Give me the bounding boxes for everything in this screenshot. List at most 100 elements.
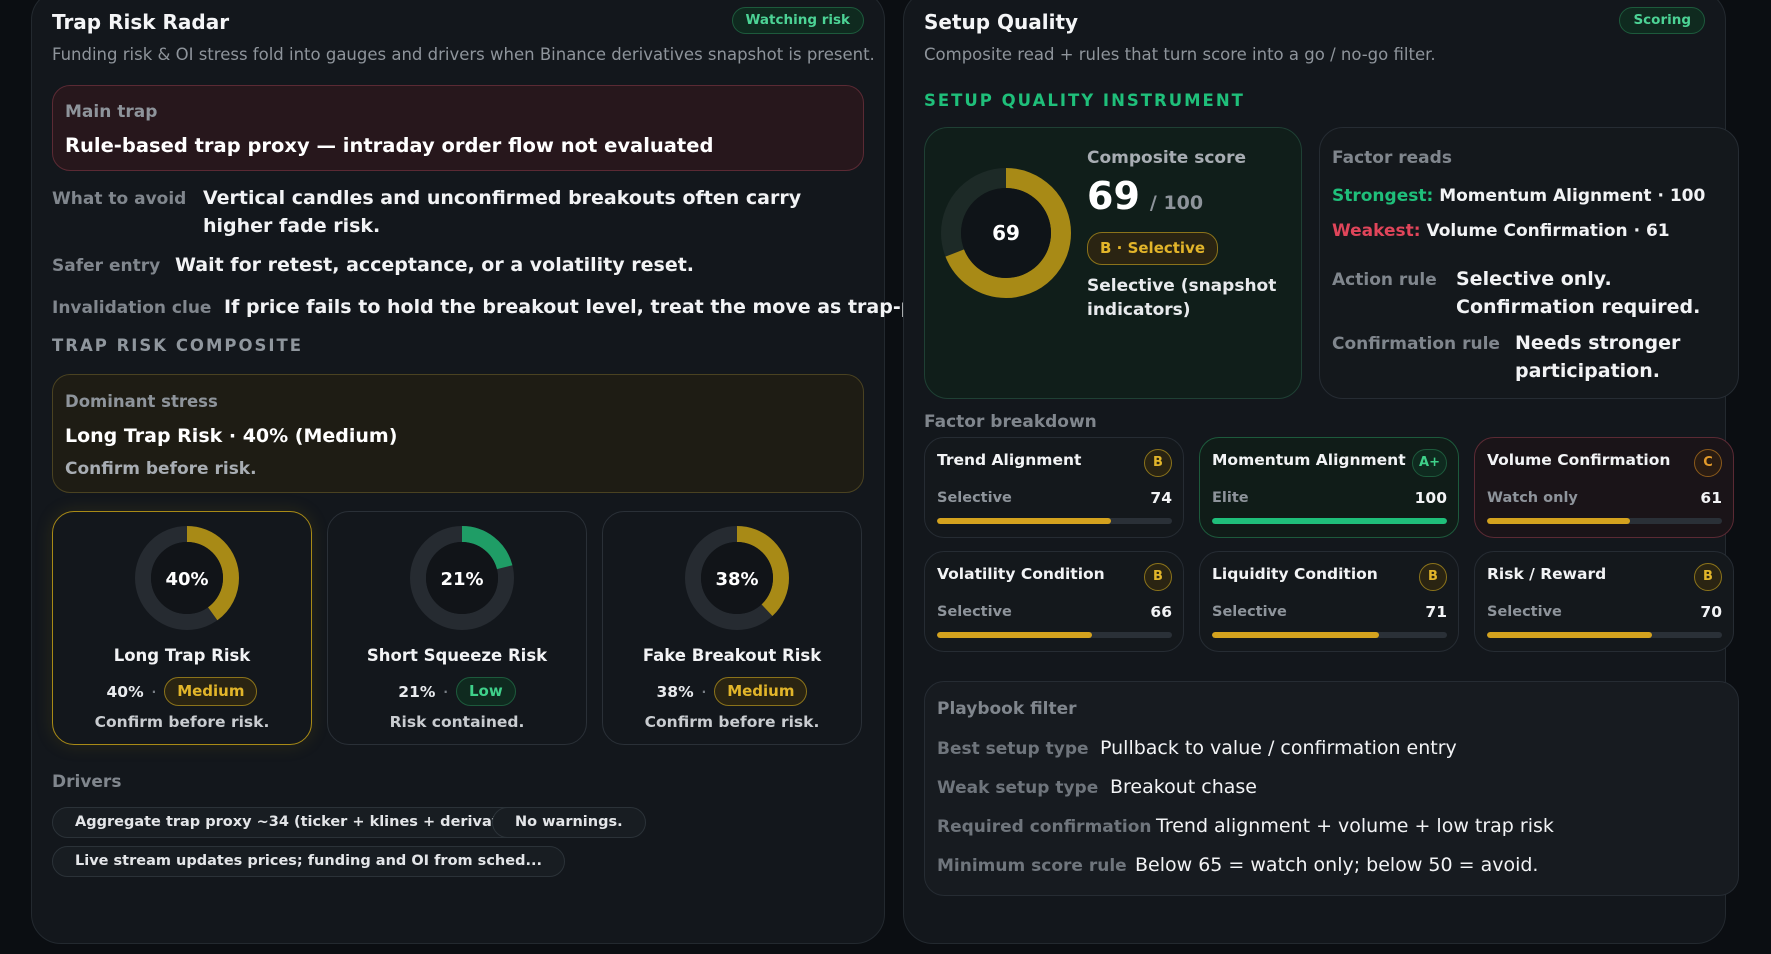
driver-chip: Live stream updates prices; funding and … <box>52 846 565 877</box>
separator-dot: · <box>701 684 707 699</box>
factor-grade-badge: A+ <box>1412 449 1447 477</box>
risk-gauge: 40% <box>135 526 239 630</box>
confirmation-rule-value: Needs stronger participation. <box>1515 332 1681 382</box>
invalidation-value: If price fails to hold the breakout leve… <box>224 296 971 318</box>
factor-card: Volume Confirmation C Watch only 61 <box>1474 437 1734 538</box>
factor-grade-badge: B <box>1144 563 1172 591</box>
level-badge: Medium <box>164 677 258 706</box>
factor-grade-badge: B <box>1144 449 1172 477</box>
trap-composite-heading: TRAP RISK COMPOSITE <box>52 336 304 355</box>
factor-bar-fill <box>1212 632 1379 638</box>
dominant-stress-note: Confirm before risk. <box>65 459 257 479</box>
main-trap-value: Rule-based trap proxy — intraday order f… <box>65 134 714 157</box>
status-badge: Watching risk <box>731 7 864 34</box>
factor-card: Trend Alignment B Selective 74 <box>924 437 1184 538</box>
what-to-avoid-value: Vertical candles and unconfirmed breakou… <box>203 187 802 237</box>
factor-card: Liquidity Condition B Selective 71 <box>1199 551 1459 652</box>
factor-reads-label: Factor reads <box>1332 148 1452 168</box>
drivers-label: Drivers <box>52 772 122 792</box>
weakest-label: Weakest: <box>1332 221 1421 241</box>
gauge-name: Fake Breakout Risk <box>642 646 822 665</box>
best-setup-label: Best setup type <box>937 739 1089 759</box>
separator-dot: · <box>151 684 157 699</box>
best-setup-value: Pullback to value / confirmation entry <box>1100 737 1457 759</box>
composite-score-card: 69 Composite score 69 / 100 B · Selectiv… <box>924 127 1302 399</box>
confirmation-rule-label: Confirmation rule <box>1332 334 1500 354</box>
factor-score: 74 <box>1150 489 1172 507</box>
status-badge: Scoring <box>1619 7 1705 34</box>
factor-name: Volume Confirmation <box>1487 451 1671 469</box>
panel-subtitle: Composite read + rules that turn score i… <box>924 45 1436 64</box>
factor-name: Trend Alignment <box>937 451 1082 469</box>
safer-entry-value: Wait for retest, acceptance, or a volati… <box>175 254 695 276</box>
composite-note: Selective (snapshot indicators) <box>1087 276 1277 320</box>
gauge-name: Short Squeeze Risk <box>366 646 548 665</box>
gauge-level-row: 40% · Medium <box>53 677 311 706</box>
composite-score-center: 69 <box>992 221 1020 245</box>
composite-score-ring: 69 <box>941 168 1071 298</box>
playbook-filter-card: Playbook filter Best setup type Pullback… <box>924 681 1739 896</box>
factor-name: Liquidity Condition <box>1212 565 1378 583</box>
gauge-level-row: 38% · Medium <box>603 677 861 706</box>
trap-gauge-card: 38% Fake Breakout Risk 38% · Medium Confirm b… <box>602 511 862 745</box>
factor-card: Risk / Reward B Selective 70 <box>1474 551 1734 652</box>
action-rule-value: Selective only. Confirmation required. <box>1456 268 1701 318</box>
factor-reads-card: Factor reads Strongest: Momentum Alignme… <box>1319 127 1739 399</box>
strongest-value: Momentum Alignment · 100 <box>1439 186 1706 206</box>
risk-gauge: 38% <box>685 526 789 630</box>
factor-status: Elite <box>1212 490 1249 506</box>
factor-status: Selective <box>1212 604 1287 620</box>
driver-chip: Aggregate trap proxy ~34 (ticker + kline… <box>52 807 552 838</box>
factor-bar <box>1212 518 1447 524</box>
risk-gauge: 21% <box>410 526 514 630</box>
driver-chip: No warnings. <box>492 807 646 838</box>
safer-entry-label: Safer entry <box>52 256 161 276</box>
factor-grade-badge: B <box>1419 563 1447 591</box>
level-badge: Medium <box>714 677 808 706</box>
minimum-score-value: Below 65 = watch only; below 50 = avoid. <box>1135 854 1539 876</box>
gauge-level-row: 21% · Low <box>328 677 586 706</box>
factor-bar-fill <box>1487 518 1631 524</box>
factor-score: 70 <box>1700 603 1722 621</box>
risk-gauge-arc <box>410 526 514 630</box>
composite-grade-badge: B · Selective <box>1087 232 1219 265</box>
factor-name: Momentum Alignment <box>1212 451 1406 469</box>
factor-status: Selective <box>1487 604 1562 620</box>
factor-bar <box>1212 632 1447 638</box>
factor-score: 71 <box>1425 603 1447 621</box>
factor-card: Momentum Alignment A+ Elite 100 <box>1199 437 1459 538</box>
factor-bar-fill <box>1212 518 1447 524</box>
factor-score: 100 <box>1414 489 1447 507</box>
required-confirmation-label: Required confirmation <box>937 817 1152 837</box>
main-trap-label: Main trap <box>65 102 158 122</box>
composite-label: Composite score <box>1087 148 1247 168</box>
weakest-value: Volume Confirmation · 61 <box>1426 221 1670 241</box>
strongest-row: Strongest: Momentum Alignment · 100 <box>1332 186 1705 206</box>
factor-bar <box>937 518 1172 524</box>
trap-gauge-card: 21% Short Squeeze Risk 21% · Low Risk contain… <box>327 511 587 745</box>
risk-gauge-value: 21% <box>440 569 483 590</box>
factor-status: Selective <box>937 490 1012 506</box>
gauge-percent: 38% <box>656 682 694 701</box>
composite-score-arc <box>941 168 1071 298</box>
weak-setup-value: Breakout chase <box>1110 776 1257 798</box>
factor-bar-fill <box>937 518 1111 524</box>
factor-breakdown-label: Factor breakdown <box>924 412 1097 432</box>
trap-gauge-card: 40% Long Trap Risk 40% · Medium Confirm befor… <box>52 511 312 745</box>
composite-score-max: / 100 <box>1149 192 1204 214</box>
required-confirmation-value: Trend alignment + volume + low trap risk <box>1156 815 1554 837</box>
separator-dot: · <box>443 684 448 699</box>
composite-score-row: 69 / 100 <box>1087 174 1203 218</box>
factor-bar-fill <box>1487 632 1652 638</box>
minimum-score-label: Minimum score rule <box>937 856 1127 876</box>
factor-bar <box>1487 632 1722 638</box>
weakest-row: Weakest: Volume Confirmation · 61 <box>1332 221 1670 241</box>
risk-gauge-arc <box>685 526 789 630</box>
dominant-stress-value: Long Trap Risk · 40% (Medium) <box>65 425 398 447</box>
factor-score: 66 <box>1150 603 1172 621</box>
panel-title: Setup Quality <box>924 10 1079 34</box>
dominant-stress-label: Dominant stress <box>65 392 218 411</box>
gauge-note: Risk contained. <box>389 713 525 731</box>
playbook-label: Playbook filter <box>937 699 1077 719</box>
panel-title: Trap Risk Radar <box>52 10 230 34</box>
